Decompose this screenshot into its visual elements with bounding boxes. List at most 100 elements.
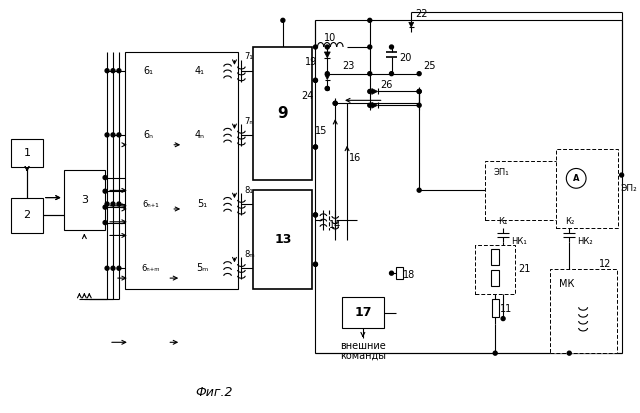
Bar bbox=[492, 299, 499, 317]
Text: 3: 3 bbox=[81, 195, 88, 205]
Text: 15: 15 bbox=[315, 126, 327, 136]
Circle shape bbox=[314, 45, 317, 49]
Circle shape bbox=[325, 72, 330, 76]
Bar bbox=[253, 47, 312, 180]
Text: 4₁: 4₁ bbox=[195, 66, 205, 76]
Circle shape bbox=[281, 18, 285, 22]
Circle shape bbox=[390, 72, 394, 76]
Circle shape bbox=[314, 213, 317, 217]
Text: внешние: внешние bbox=[340, 341, 386, 351]
Text: 7ₙ: 7ₙ bbox=[244, 116, 253, 126]
Text: 24: 24 bbox=[301, 91, 314, 101]
Circle shape bbox=[105, 202, 109, 206]
Circle shape bbox=[314, 262, 317, 266]
Text: 6ₙ₊ₘ: 6ₙ₊ₘ bbox=[141, 264, 160, 273]
Text: 8₁: 8₁ bbox=[244, 186, 253, 195]
Circle shape bbox=[566, 169, 586, 188]
Text: К₁: К₁ bbox=[499, 217, 508, 226]
Text: 9: 9 bbox=[278, 106, 288, 121]
Circle shape bbox=[325, 86, 330, 90]
Bar bbox=[181, 124, 219, 146]
Circle shape bbox=[103, 176, 107, 180]
Circle shape bbox=[368, 103, 372, 107]
Circle shape bbox=[314, 78, 317, 82]
Bar bbox=[12, 198, 43, 233]
Text: 5ₘ: 5ₘ bbox=[196, 263, 208, 273]
Circle shape bbox=[368, 72, 372, 76]
Polygon shape bbox=[409, 22, 413, 27]
Circle shape bbox=[368, 45, 372, 49]
Bar bbox=[476, 244, 515, 294]
Circle shape bbox=[493, 351, 497, 355]
Bar bbox=[125, 52, 239, 289]
Circle shape bbox=[567, 351, 572, 355]
Bar bbox=[253, 190, 312, 289]
Text: МК: МК bbox=[559, 279, 575, 289]
Bar bbox=[485, 161, 559, 220]
Text: 7₁: 7₁ bbox=[244, 52, 253, 62]
Circle shape bbox=[314, 78, 317, 82]
Polygon shape bbox=[324, 52, 330, 58]
Text: команды: команды bbox=[340, 351, 386, 361]
Text: НК₁: НК₁ bbox=[511, 237, 527, 246]
Text: 14: 14 bbox=[329, 220, 341, 230]
Text: ЭП₁: ЭП₁ bbox=[493, 168, 509, 177]
Circle shape bbox=[111, 133, 115, 137]
Polygon shape bbox=[372, 102, 378, 108]
Text: Фиг.2: Фиг.2 bbox=[195, 386, 232, 399]
Polygon shape bbox=[325, 75, 330, 80]
Circle shape bbox=[111, 69, 115, 73]
Circle shape bbox=[417, 90, 421, 93]
Bar bbox=[492, 249, 499, 265]
Text: 25: 25 bbox=[423, 61, 436, 71]
Text: 12: 12 bbox=[600, 259, 612, 269]
Text: 21: 21 bbox=[518, 264, 531, 274]
Text: 4ₙ: 4ₙ bbox=[195, 130, 205, 140]
Circle shape bbox=[390, 271, 394, 275]
Circle shape bbox=[314, 213, 317, 217]
Bar bbox=[12, 139, 43, 166]
Circle shape bbox=[117, 266, 121, 270]
Bar bbox=[556, 149, 618, 228]
Circle shape bbox=[103, 205, 107, 209]
Circle shape bbox=[314, 262, 317, 266]
Circle shape bbox=[105, 133, 109, 137]
Text: ЭП₂: ЭП₂ bbox=[621, 184, 637, 193]
Text: 2: 2 bbox=[24, 210, 31, 221]
Circle shape bbox=[314, 145, 317, 149]
Text: 6ₙ₊₁: 6ₙ₊₁ bbox=[142, 199, 159, 209]
Circle shape bbox=[111, 266, 115, 270]
Text: 26: 26 bbox=[380, 80, 393, 90]
Circle shape bbox=[417, 90, 421, 93]
Bar bbox=[130, 193, 172, 215]
Bar bbox=[183, 193, 221, 215]
Circle shape bbox=[620, 173, 623, 177]
Bar bbox=[342, 297, 383, 328]
Text: 16: 16 bbox=[349, 153, 362, 163]
Circle shape bbox=[117, 69, 121, 73]
Bar bbox=[183, 257, 221, 279]
Text: A: A bbox=[573, 174, 579, 183]
Bar bbox=[492, 270, 499, 286]
Circle shape bbox=[314, 145, 317, 149]
Text: 13: 13 bbox=[274, 233, 292, 246]
Text: 11: 11 bbox=[500, 304, 513, 314]
Circle shape bbox=[117, 133, 121, 137]
Circle shape bbox=[103, 221, 107, 225]
Bar bbox=[396, 267, 403, 279]
Text: К₂: К₂ bbox=[564, 217, 574, 226]
Circle shape bbox=[117, 202, 121, 206]
Circle shape bbox=[417, 72, 421, 76]
Circle shape bbox=[111, 202, 115, 206]
Circle shape bbox=[501, 317, 505, 320]
Bar bbox=[130, 60, 167, 81]
Text: 18: 18 bbox=[403, 270, 415, 280]
Polygon shape bbox=[372, 88, 378, 95]
Bar bbox=[63, 171, 105, 230]
Circle shape bbox=[333, 101, 337, 105]
Circle shape bbox=[368, 18, 372, 22]
Circle shape bbox=[325, 45, 330, 49]
Text: 19: 19 bbox=[305, 57, 317, 67]
Bar bbox=[550, 269, 617, 353]
Text: 5₁: 5₁ bbox=[197, 199, 207, 209]
